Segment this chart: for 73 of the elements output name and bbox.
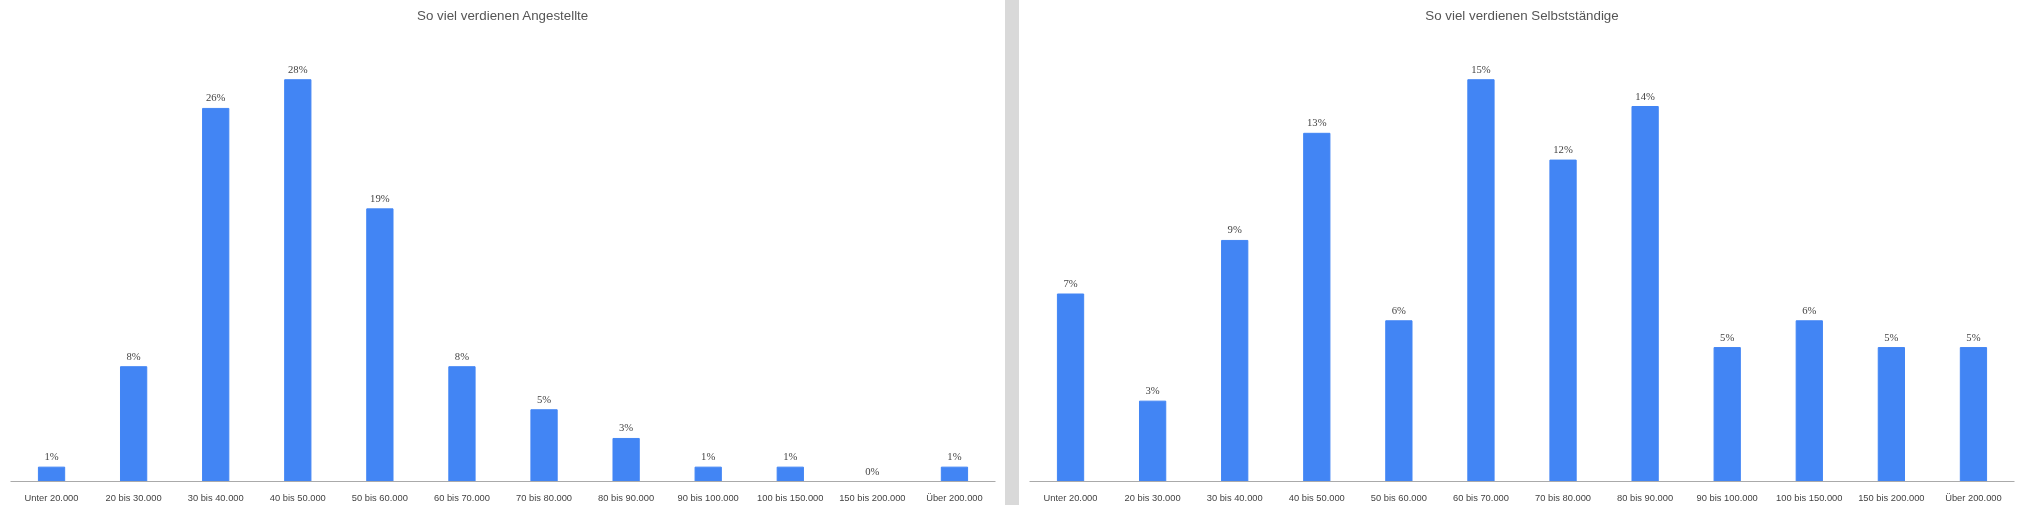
bar <box>366 208 394 482</box>
x-tick-label: 20 bis 30.000 <box>1124 492 1181 503</box>
data-label: 14% <box>1635 90 1656 102</box>
x-tick-label: 100 bis 150.000 <box>757 492 824 503</box>
x-tick-label: 30 bis 40.000 <box>187 492 244 503</box>
x-tick-label: 50 bis 60.000 <box>351 492 408 503</box>
x-tick-label: 40 bis 50.000 <box>269 492 326 503</box>
data-label: 5% <box>1720 331 1735 343</box>
data-label: 8% <box>126 350 141 362</box>
data-label: 6% <box>1802 304 1817 316</box>
data-label: 26% <box>205 92 226 104</box>
x-tick-label: 70 bis 80.000 <box>1535 492 1592 503</box>
x-tick-label: 90 bis 100.000 <box>1696 492 1758 503</box>
bar <box>1713 347 1741 482</box>
data-label: 0% <box>865 465 880 477</box>
data-label: 12% <box>1553 144 1573 156</box>
x-tick-label: 60 bis 70.000 <box>1452 492 1509 503</box>
bar <box>1877 347 1906 482</box>
bar <box>694 466 722 482</box>
data-label: 1% <box>783 451 798 463</box>
bar <box>1138 400 1167 482</box>
bar <box>37 466 66 482</box>
bar <box>1631 106 1659 482</box>
bar <box>1467 79 1495 482</box>
x-tick-label: 50 bis 60.000 <box>1370 492 1427 503</box>
bar <box>448 366 476 482</box>
data-label: 3% <box>1145 385 1160 397</box>
bar <box>119 366 148 482</box>
data-label: 1% <box>947 451 962 463</box>
bar <box>530 409 558 482</box>
x-tick-label: 60 bis 70.000 <box>433 492 490 503</box>
data-label: 5% <box>536 393 552 405</box>
data-label: 5% <box>1966 331 1981 343</box>
bar <box>1959 347 1988 482</box>
x-tick-label: 30 bis 40.000 <box>1206 492 1263 503</box>
bar <box>202 107 230 482</box>
bar <box>1795 320 1823 482</box>
data-label: 19% <box>370 192 390 204</box>
data-label: 7% <box>1063 278 1078 290</box>
bar <box>1221 239 1249 482</box>
x-tick-label: 20 bis 30.000 <box>105 492 162 503</box>
bar <box>776 466 804 482</box>
x-tick-label: 150 bis 200.000 <box>839 492 906 503</box>
x-tick-label: Über 200.000 <box>926 492 983 503</box>
data-label: 13% <box>1307 117 1327 129</box>
x-tick-label: 100 bis 150.000 <box>1776 492 1843 503</box>
data-label: 9% <box>1227 224 1242 236</box>
bar <box>940 466 969 482</box>
x-tick-label: 80 bis 90.000 <box>598 492 655 503</box>
bar <box>284 79 312 482</box>
data-label: 1% <box>44 451 59 463</box>
data-label: 15% <box>1471 63 1491 75</box>
data-label: 5% <box>1884 331 1899 343</box>
x-tick-label: Über 200.000 <box>1945 492 2002 503</box>
bar <box>1385 320 1413 482</box>
chart-title: So viel verdienen Angestellte <box>417 7 589 23</box>
x-tick-label: Unter 20.000 <box>24 492 79 503</box>
data-label: 3% <box>619 422 634 434</box>
x-tick-label: 150 bis 200.000 <box>1858 492 1925 503</box>
bar <box>612 437 640 482</box>
bar <box>1056 293 1085 482</box>
x-tick-label: 70 bis 80.000 <box>516 492 573 503</box>
chart-title: So viel verdienen Selbstständige <box>1425 7 1619 23</box>
x-tick-label: Unter 20.000 <box>1043 492 1098 503</box>
x-tick-label: 80 bis 90.000 <box>1617 492 1674 503</box>
data-label: 28% <box>288 63 308 75</box>
data-label: 8% <box>454 350 470 362</box>
x-tick-label: 40 bis 50.000 <box>1288 492 1345 503</box>
bar <box>1549 159 1577 482</box>
x-tick-label: 90 bis 100.000 <box>677 492 739 503</box>
data-label: 6% <box>1391 304 1407 316</box>
bar <box>1303 132 1331 482</box>
data-label: 1% <box>701 451 716 463</box>
